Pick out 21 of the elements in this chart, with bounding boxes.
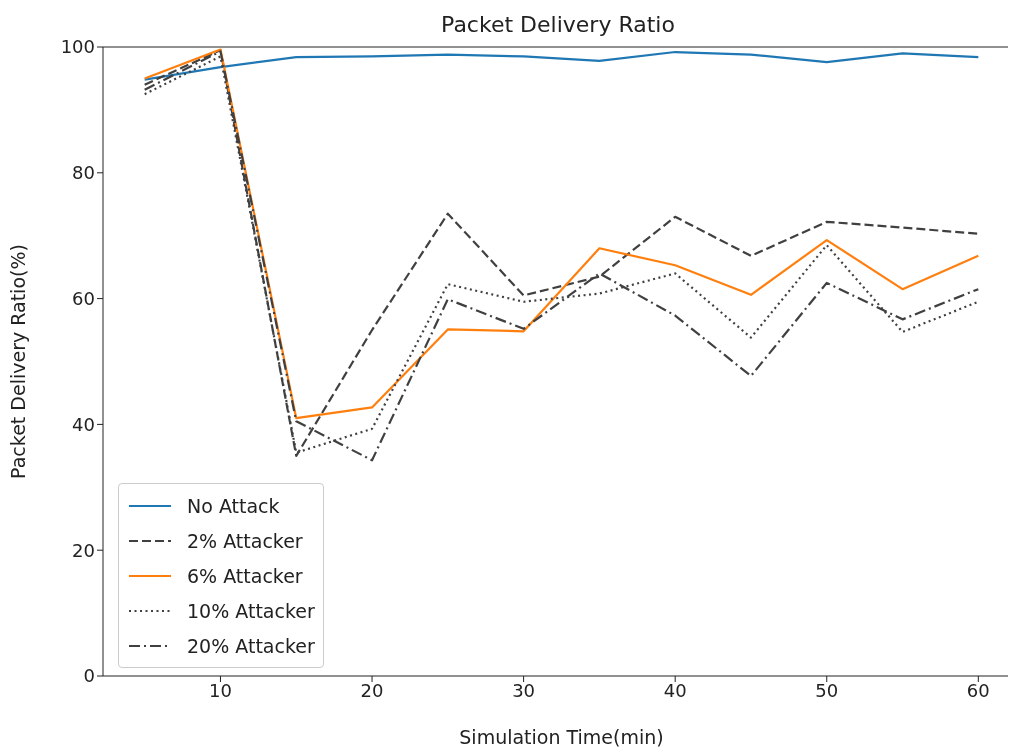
y-tick-label: 100 — [60, 36, 95, 58]
y-tick-label: 20 — [72, 539, 95, 561]
legend-label: 20% Attacker — [187, 634, 315, 657]
y-tick-label: 0 — [83, 665, 95, 687]
x-tick-label: 20 — [360, 679, 384, 701]
line-series — [143, 50, 980, 81]
y-tick-label: 80 — [72, 162, 95, 184]
legend-label: 2% Attacker — [187, 529, 303, 552]
x-axis-title: Simulation Time(min) — [459, 726, 664, 748]
y-tick-label: 40 — [72, 413, 95, 435]
y-axis-title: Packet Delivery Ratio(%) — [6, 244, 29, 479]
x-tick-label: 30 — [512, 679, 536, 701]
y-tick-label: 60 — [72, 287, 95, 309]
x-tick-label: 10 — [209, 679, 232, 701]
legend-label: 10% Attacker — [187, 599, 315, 622]
legend-label: No Attack — [187, 494, 280, 517]
legend-label: 6% Attacker — [187, 564, 303, 587]
x-tick-label: 50 — [815, 679, 839, 701]
chart-title: Packet Delivery Ratio — [440, 12, 676, 37]
x-tick-label: 60 — [966, 679, 990, 701]
x-tick-label: 40 — [663, 679, 687, 701]
